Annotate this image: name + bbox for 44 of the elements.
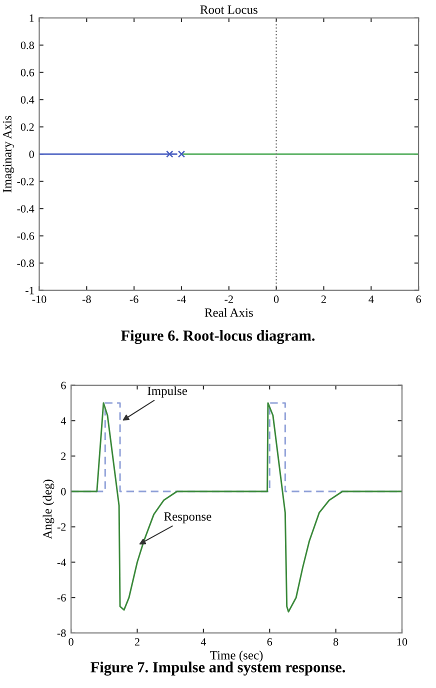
chart-title: Root Locus bbox=[200, 6, 258, 14]
x-tick-label: 10 bbox=[397, 638, 408, 646]
y-axis-title: Angle (deg) bbox=[42, 480, 54, 540]
y-tick-label: 0 bbox=[61, 488, 66, 496]
y-tick-label: -6 bbox=[57, 594, 66, 602]
x-tick-label: -4 bbox=[177, 296, 186, 303]
x-tick-label: -10 bbox=[32, 296, 46, 304]
y-tick-label: 6 bbox=[61, 382, 66, 390]
x-tick-label: 4 bbox=[200, 638, 206, 646]
annotation: Response bbox=[164, 512, 212, 524]
x-tick-label: -2 bbox=[224, 296, 233, 303]
x-axis-title: Time (sec) bbox=[210, 650, 263, 662]
y-tick-label: 4 bbox=[60, 417, 66, 425]
x-tick-label: 2 bbox=[321, 296, 326, 303]
x-tick-label: 0 bbox=[68, 638, 74, 646]
y-axis-title: Imaginary Axis bbox=[3, 116, 14, 192]
x-tick-label: 0 bbox=[274, 296, 279, 304]
x-axis-title: Real Axis bbox=[204, 308, 253, 317]
y-tick-label: 0 bbox=[29, 150, 34, 158]
x-tick-label: 8 bbox=[333, 638, 338, 646]
annotation: Impulse bbox=[148, 386, 188, 398]
y-tick-label: -0.8 bbox=[17, 260, 34, 268]
y-tick-label: -0.2 bbox=[17, 178, 34, 186]
x-tick-label: -6 bbox=[130, 296, 138, 304]
x-tick-label: 6 bbox=[416, 296, 422, 304]
x-tick-label: 4 bbox=[368, 296, 374, 303]
y-tick-label: 0.6 bbox=[20, 68, 34, 76]
x-tick-label: 6 bbox=[267, 638, 272, 646]
y-tick-label: 1 bbox=[30, 14, 34, 22]
y-tick-label: 0.8 bbox=[20, 42, 34, 50]
line-series bbox=[71, 402, 402, 612]
caption: Figure 7. Impulse and system response. bbox=[90, 662, 346, 676]
y-tick-label: -1 bbox=[26, 286, 34, 294]
y-tick-label: -2 bbox=[57, 523, 66, 531]
x-tick-label: -8 bbox=[82, 296, 91, 304]
y-tick-label: -0.4 bbox=[17, 205, 34, 213]
x-tick-label: 2 bbox=[134, 638, 140, 646]
y-tick-label: -8 bbox=[57, 629, 66, 637]
y-tick-label: -0.6 bbox=[17, 232, 34, 240]
y-tick-label: -4 bbox=[57, 558, 66, 566]
caption: Figure 6. Root-locus diagram. bbox=[121, 330, 315, 344]
y-tick-label: 2 bbox=[61, 452, 66, 460]
y-tick-label: 0.2 bbox=[20, 123, 34, 131]
y-tick-label: 0.4 bbox=[20, 96, 34, 104]
